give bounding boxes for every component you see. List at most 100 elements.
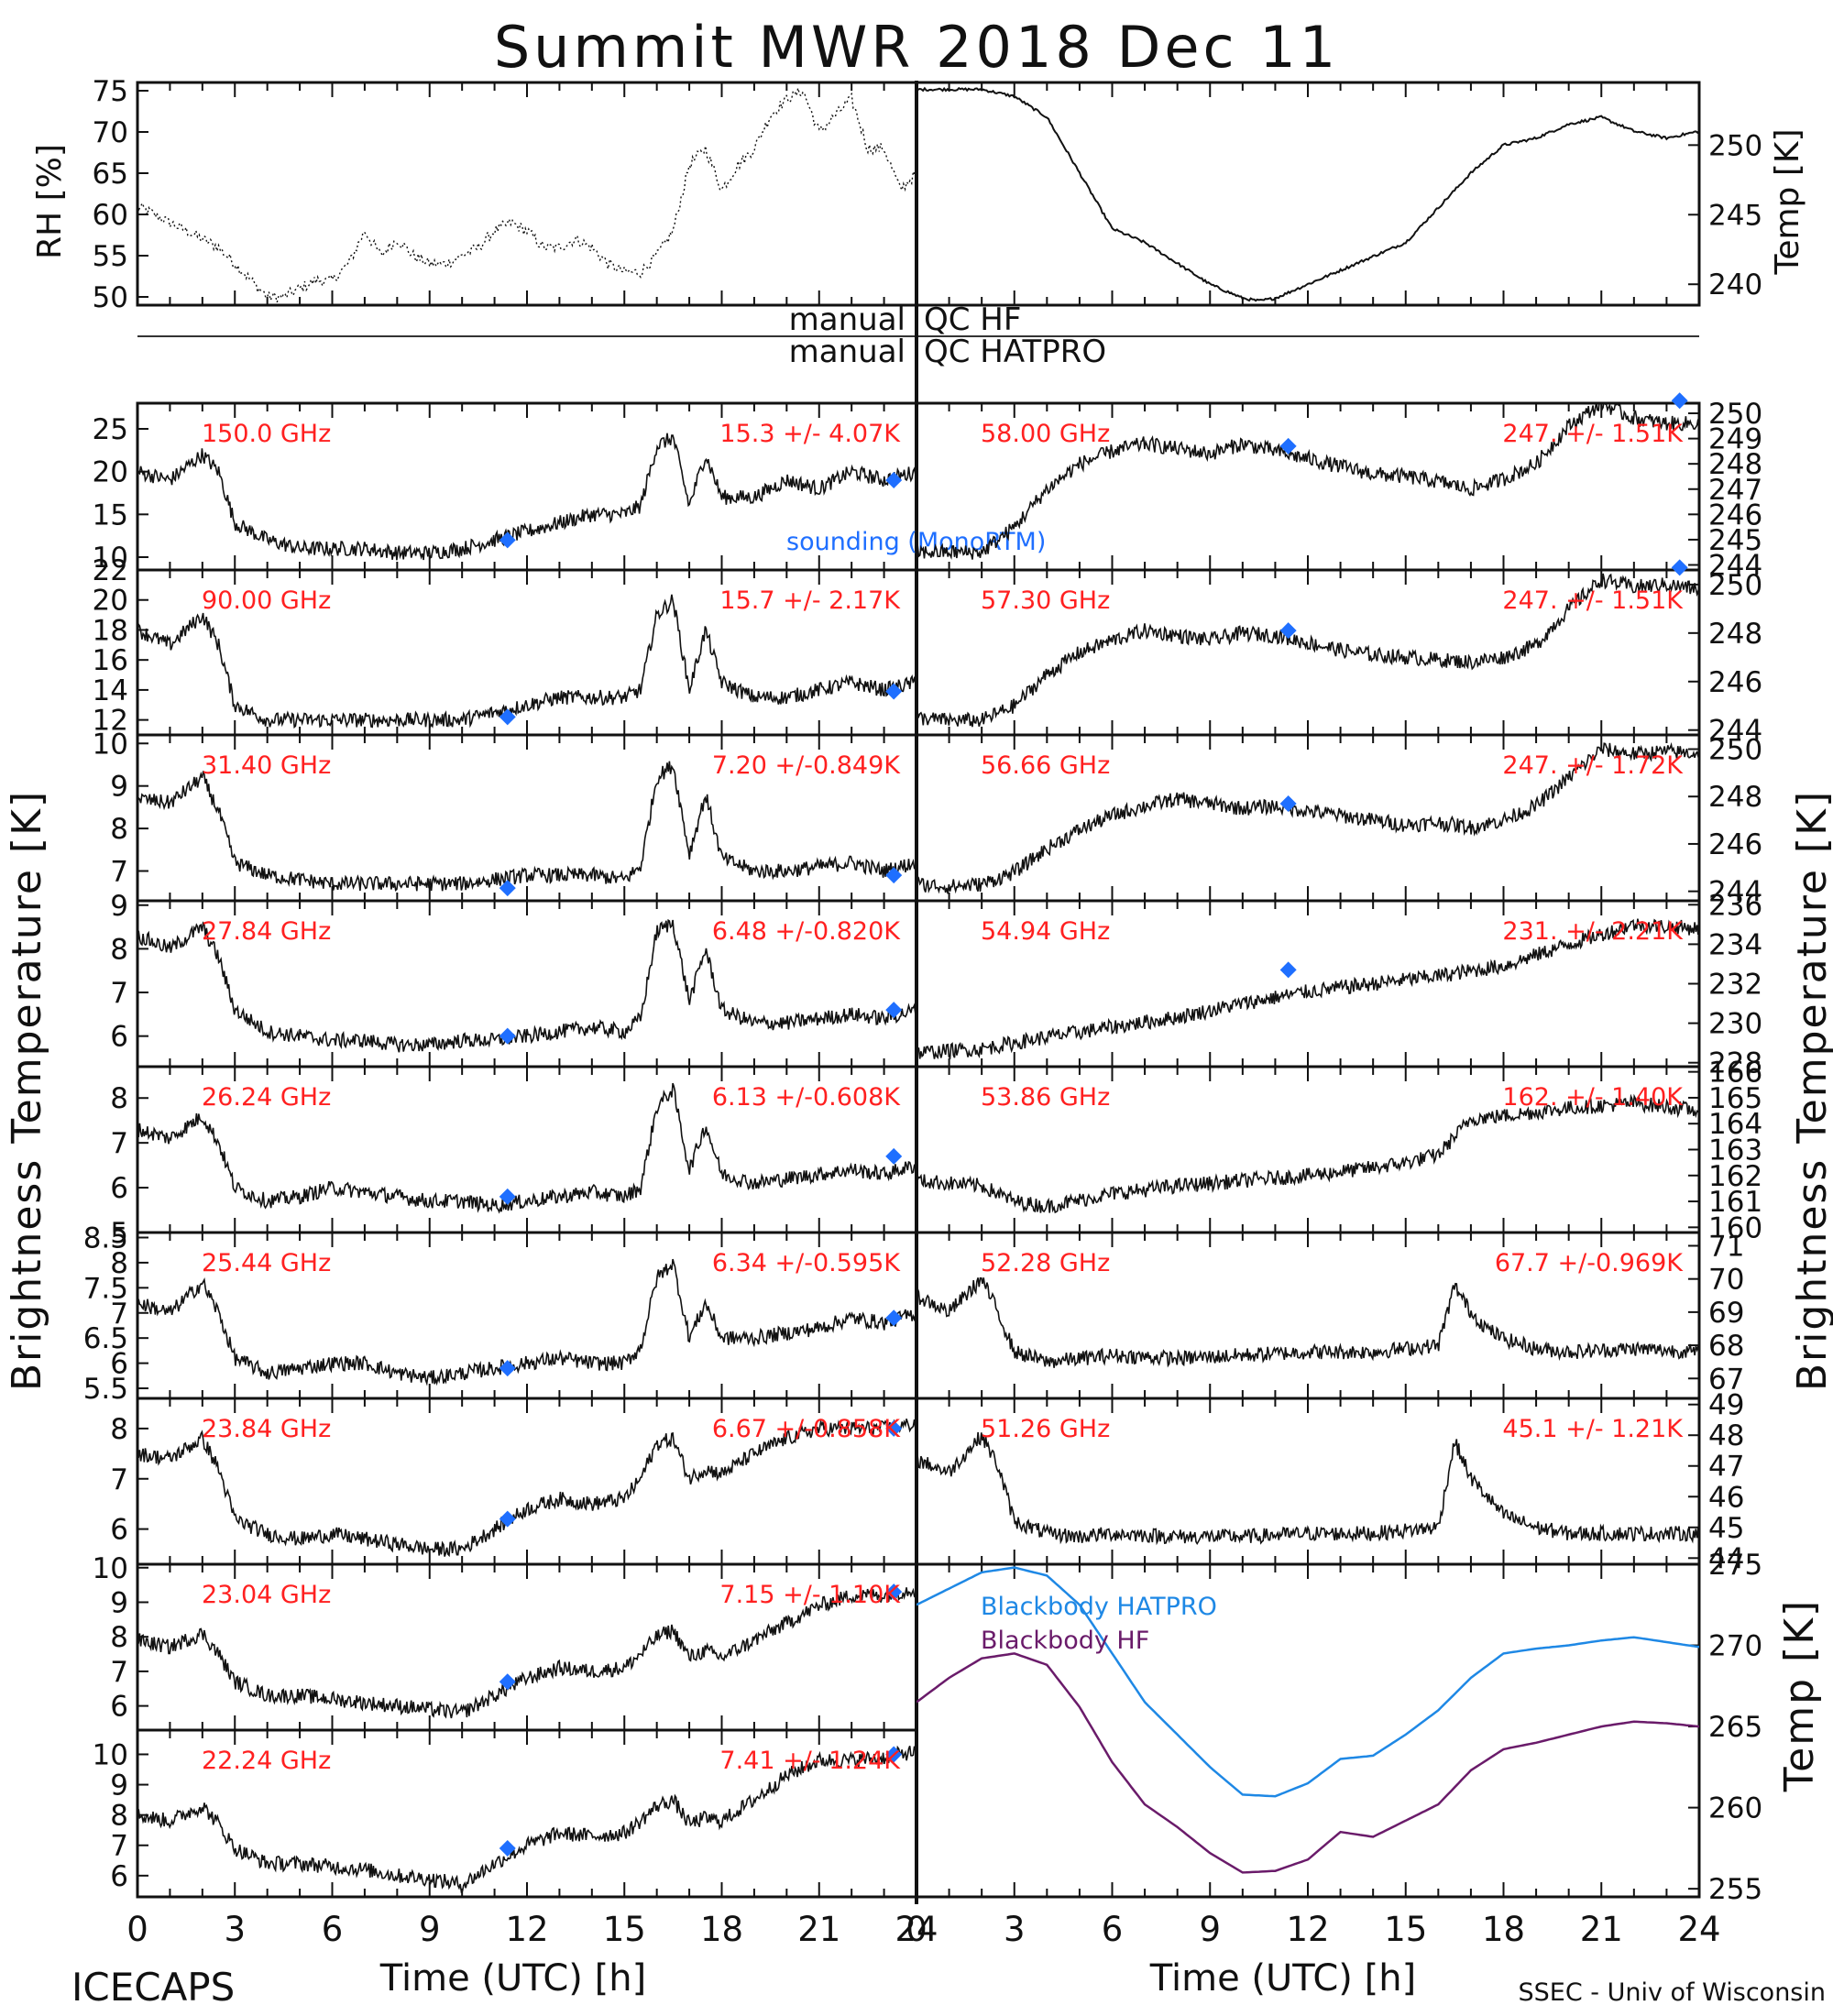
y-tick-label: 8.5 (83, 1222, 128, 1255)
y-tick-label: 162 (1708, 1160, 1762, 1193)
footer-icecaps: ICECAPS (71, 1965, 235, 2010)
frequency-label: 57.30 GHz (981, 586, 1110, 615)
y-tick-label: 7 (110, 1298, 128, 1331)
y-tick-label: 50 (93, 281, 128, 314)
y-tick-label: 14 (93, 674, 128, 707)
y-tick-label: 232 (1708, 969, 1762, 1002)
y-tick-label: 163 (1708, 1134, 1762, 1167)
y-tick-label: 248 (1708, 448, 1762, 481)
y-tick-label: 230 (1708, 1008, 1762, 1041)
series-line (137, 918, 916, 1053)
y-tick-label: 234 (1708, 928, 1762, 961)
panel-plot (137, 918, 916, 1053)
series-line (916, 1652, 1699, 1874)
series-line (916, 403, 1699, 560)
y-tick-label: 166 (1708, 1057, 1762, 1090)
y-tick-label: 7 (110, 1830, 128, 1863)
sounding-marker (885, 1002, 903, 1019)
panel-plot (916, 1093, 1699, 1214)
panel-13: 244 246 248 250 56.66 GHz 247. +/- 1.72K (915, 733, 1762, 909)
y-tick-label: 18 (93, 614, 128, 647)
tb-right-ylabel: Brightness Temperature [K] (1789, 790, 1833, 1391)
series-line (137, 1745, 916, 1894)
y-tick-label: 8 (110, 933, 128, 966)
frequency-label: 23.04 GHz (202, 1581, 331, 1609)
stats-label: 6.48 +/-0.820K (712, 917, 901, 946)
sounding-marker (1279, 437, 1297, 455)
panel-plot (137, 761, 916, 892)
y-tick-label: 246 (1708, 499, 1762, 531)
y-tick-label: 20 (93, 456, 128, 489)
series-line (916, 1431, 1699, 1546)
x-tick-label: 21 (1580, 1910, 1623, 1949)
x-tick-label: 15 (1384, 1910, 1427, 1949)
y-tick-label: 10 (93, 542, 128, 575)
series-line (916, 86, 1699, 302)
sounding-marker (885, 1309, 903, 1327)
stats-label: 162. +/- 1.40K (1502, 1083, 1684, 1112)
panel-frame (136, 81, 918, 307)
frequency-label: 150.0 GHz (202, 420, 331, 448)
panel-7: 5.566.577.588.5 25.44 GHz 6.34 +/-0.595K (83, 1222, 918, 1406)
sounding-marker (885, 1147, 903, 1165)
frequency-label: 52.28 GHz (981, 1249, 1110, 1277)
y-tick-label: 47 (1708, 1451, 1744, 1484)
rh-ylabel: RH [%] (31, 144, 69, 259)
sounding-marker (885, 1583, 903, 1601)
y-tick-label: 250 (1708, 569, 1762, 602)
panel-8: 6 7 8 23.84 GHz 6.67 +/-0.858K (110, 1397, 918, 1566)
panel-plot (137, 87, 916, 303)
frequency-label: 58.00 GHz (981, 420, 1110, 448)
y-tick-label: 49 (1708, 1389, 1744, 1422)
panel-plot (916, 403, 1699, 560)
y-tick-label: 75 (93, 75, 128, 108)
sounding-marker (499, 1360, 516, 1377)
y-tick-label: 5 (110, 1217, 128, 1250)
panel-plot (137, 1258, 916, 1386)
y-tick-label: 6 (110, 1514, 128, 1547)
y-tick-label: 5.5 (83, 1373, 128, 1406)
y-tick-label: 228 (1708, 1047, 1762, 1080)
panel-plot (916, 918, 1699, 1060)
y-tick-label: 255 (1708, 1873, 1762, 1906)
y-tick-label: 69 (1708, 1297, 1744, 1330)
panel-plot (137, 1745, 916, 1894)
panel-plot (916, 741, 1699, 894)
stats-label: 6.13 +/-0.608K (712, 1083, 901, 1112)
x-tick-label: 24 (895, 1910, 938, 1949)
x-tick-label: 21 (797, 1910, 840, 1949)
xlabel-right: Time (UTC) [h] (1149, 1957, 1416, 2000)
y-tick-label: 260 (1708, 1792, 1762, 1825)
frequency-label: 56.66 GHz (981, 751, 1110, 780)
frequency-label: 31.40 GHz (202, 751, 331, 780)
stats-label: 15.7 +/- 2.17K (719, 586, 901, 615)
stats-label: 247. +/- 1.51K (1502, 420, 1684, 448)
y-tick-label: 6.5 (83, 1322, 128, 1355)
y-tick-label: 9 (110, 1586, 128, 1619)
y-tick-label: 250 (1708, 734, 1762, 767)
sounding-marker (885, 1746, 903, 1763)
x-tick-label: 3 (1004, 1910, 1026, 1949)
sounding-marker (499, 1510, 516, 1528)
panel-plot (916, 1276, 1699, 1368)
y-tick-label: 44 (1708, 1542, 1744, 1575)
panel-14: 228 230 232 234 236 54.94 GHz 231. +/- 2.21K (915, 889, 1762, 1080)
panel-1: 240 245 250 (915, 81, 1762, 307)
sounding-marker (885, 1419, 903, 1437)
y-tick-label: 6 (110, 1348, 128, 1381)
y-tick-label: 245 (1708, 199, 1762, 232)
y-tick-label: 249 (1708, 423, 1762, 456)
sounding-marker (499, 531, 516, 549)
sounding-marker (885, 472, 903, 488)
sounding-marker (885, 867, 903, 884)
y-tick-label: 70 (1708, 1264, 1744, 1297)
y-tick-label: 67 (1708, 1363, 1744, 1396)
panel-plot (137, 433, 916, 561)
frequency-label: 51.26 GHz (981, 1415, 1110, 1443)
y-tick-label: 236 (1708, 889, 1762, 922)
y-tick-label: 60 (93, 199, 128, 232)
